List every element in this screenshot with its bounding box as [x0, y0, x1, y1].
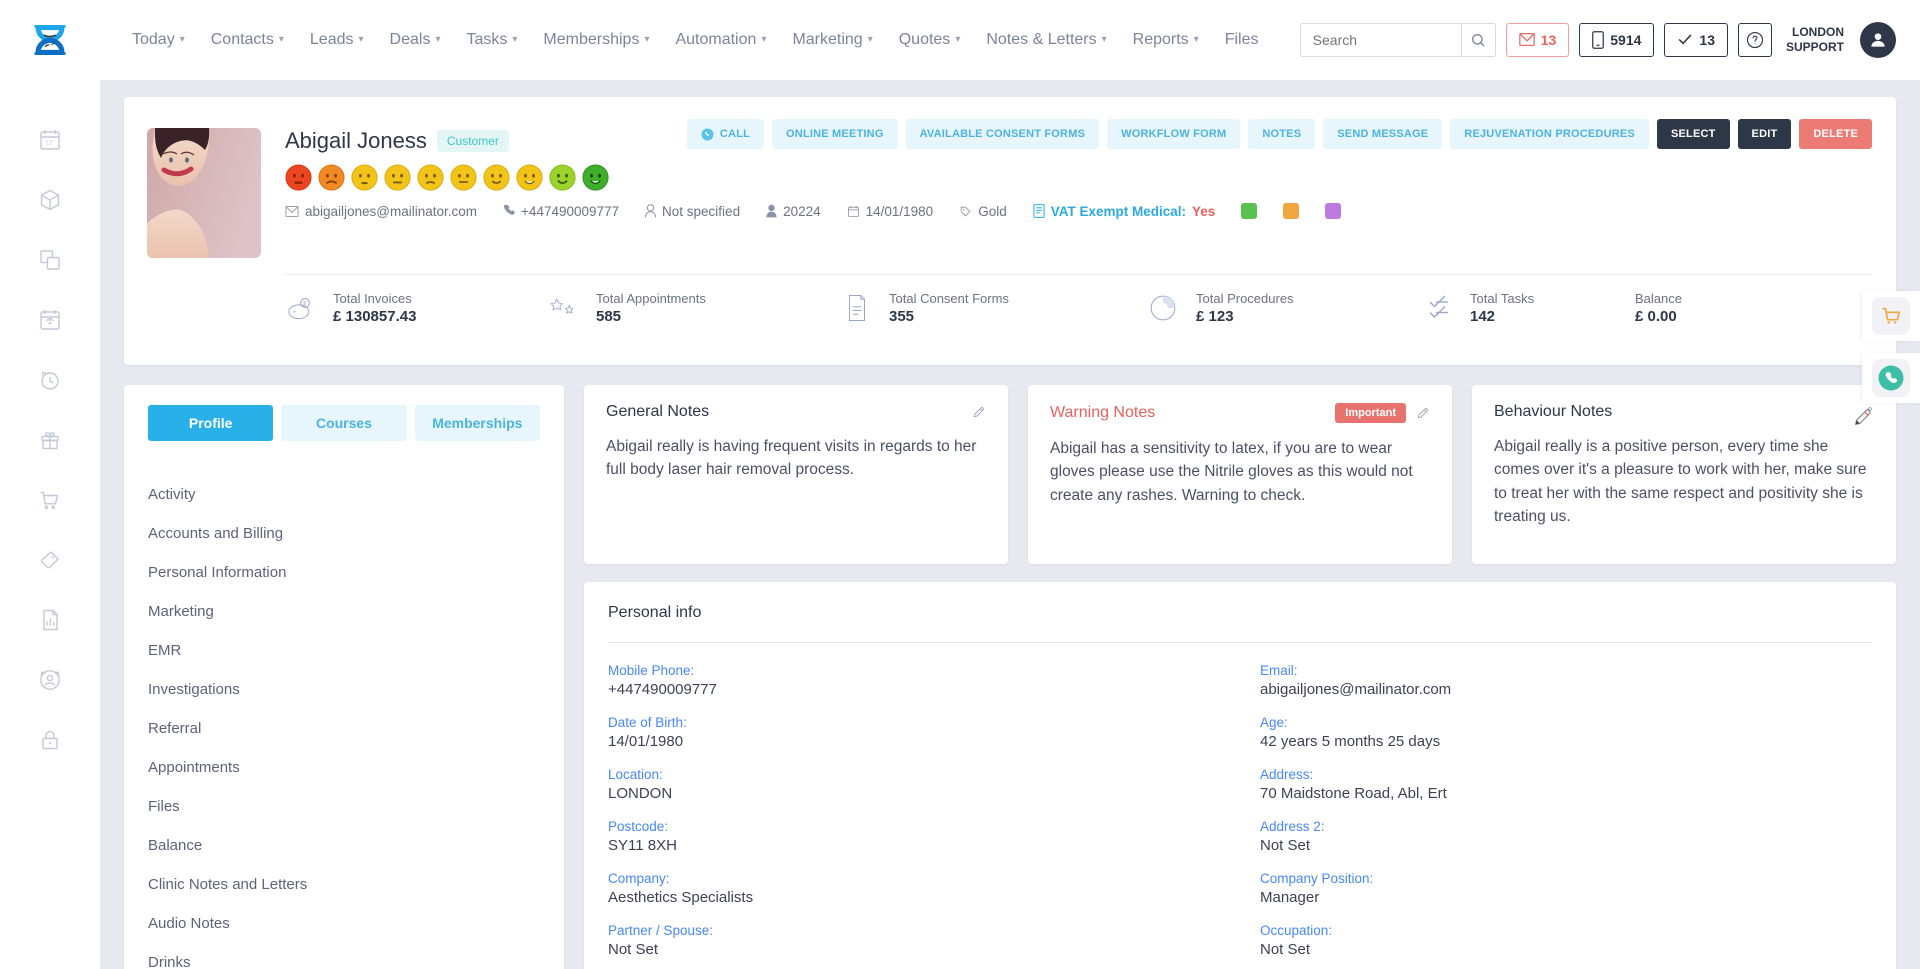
svg-text:$: $ — [303, 301, 306, 307]
svg-text:12: 12 — [45, 139, 53, 146]
